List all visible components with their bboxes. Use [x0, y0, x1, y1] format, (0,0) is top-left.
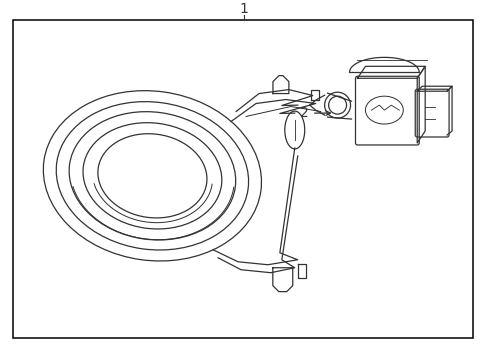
Bar [13, 19, 472, 338]
Text: 2: 2 [300, 106, 308, 120]
Text: 1: 1 [239, 1, 248, 15]
